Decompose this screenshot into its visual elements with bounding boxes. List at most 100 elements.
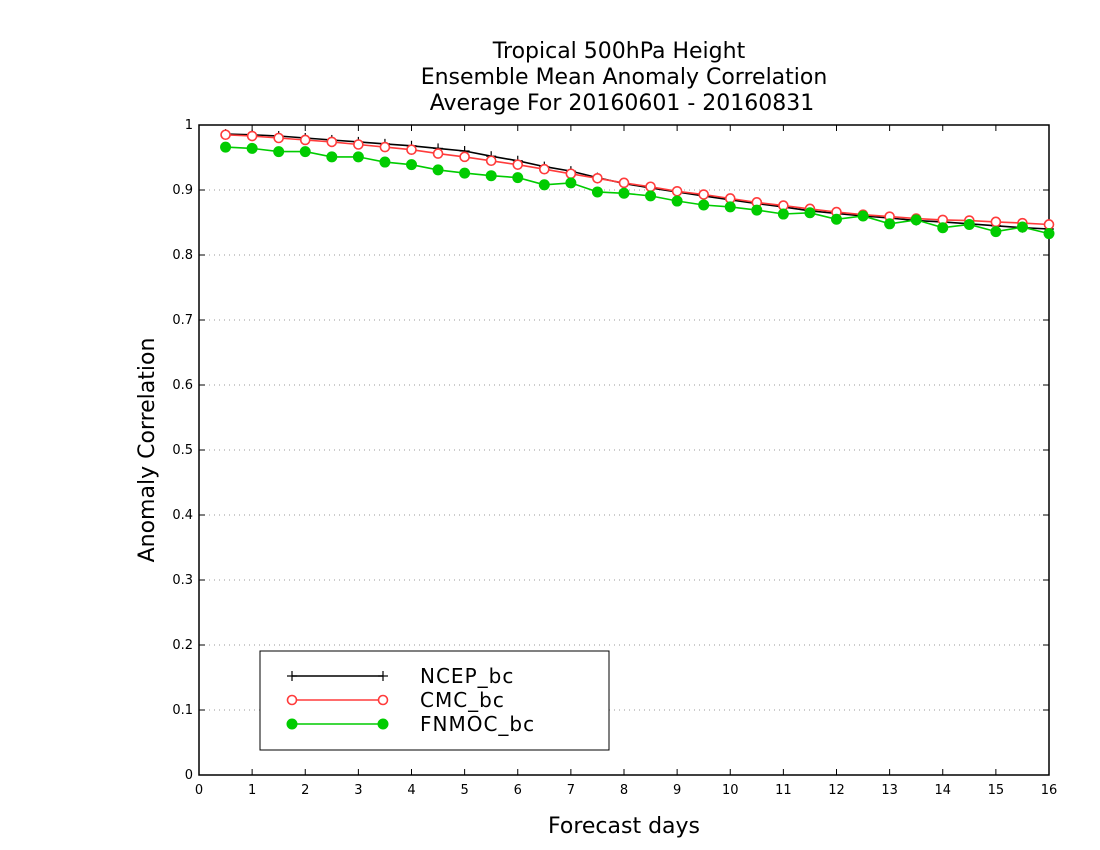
filled-circle-marker xyxy=(1043,228,1055,240)
y-tick-label: 0.2 xyxy=(172,638,193,653)
x-tick-label: 16 xyxy=(1041,783,1058,798)
x-tick-label: 12 xyxy=(828,783,845,798)
plus-marker xyxy=(378,671,388,681)
x-tick-label: 8 xyxy=(620,783,628,798)
open-circle-marker xyxy=(220,129,231,141)
filled-circle-marker xyxy=(246,142,258,154)
filled-circle-marker xyxy=(286,718,298,730)
x-tick-label: 0 xyxy=(195,783,203,798)
filled-circle-marker xyxy=(990,226,1002,238)
gridlines xyxy=(199,189,1049,711)
y-tick-label: 0.4 xyxy=(172,508,193,523)
y-tick-label: 0.9 xyxy=(172,183,193,198)
y-tick-label: 0.1 xyxy=(172,703,193,718)
axis-ticks: 00.10.20.30.40.50.60.70.80.910 1 2 3 4 5 6 7 8 9 1… xyxy=(172,118,1057,798)
open-circle-marker xyxy=(286,694,298,706)
x-tick-label: 15 xyxy=(988,783,1005,798)
filled-circle-marker xyxy=(538,179,550,191)
title-line-1: Tropical 500hPa Height xyxy=(492,39,746,64)
open-circle-marker xyxy=(565,168,577,180)
filled-circle-marker xyxy=(910,214,922,226)
x-tick-label: 5 xyxy=(460,783,468,798)
filled-circle-marker xyxy=(751,204,763,216)
open-circle-marker xyxy=(671,186,683,197)
x-tick-label: 2 xyxy=(301,783,309,798)
filled-circle-marker xyxy=(804,207,816,219)
filled-circle-marker xyxy=(459,167,471,179)
open-circle-marker xyxy=(432,148,444,159)
y-tick-label: 0 xyxy=(185,768,193,783)
filled-circle-marker xyxy=(884,218,896,230)
open-circle-marker xyxy=(618,177,630,189)
x-tick-label: 13 xyxy=(881,783,898,798)
open-circle-marker xyxy=(645,181,656,193)
filled-circle-marker xyxy=(273,146,285,158)
y-tick-label: 1 xyxy=(185,118,193,133)
y-tick-label: 0.3 xyxy=(172,573,193,588)
open-circle-marker xyxy=(377,694,389,706)
filled-circle-marker xyxy=(591,186,603,198)
filled-circle-marker xyxy=(379,156,391,168)
filled-circle-marker xyxy=(485,170,497,182)
filled-circle-marker xyxy=(831,213,842,225)
x-tick-label: 1 xyxy=(248,783,256,798)
open-circle-marker xyxy=(485,155,497,167)
open-circle-marker xyxy=(698,189,709,200)
open-circle-marker xyxy=(326,136,338,148)
x-tick-label: 3 xyxy=(354,783,362,798)
y-axis-label: Anomaly Correlation xyxy=(135,338,160,563)
legend-label: NCEP_bc xyxy=(420,664,514,688)
open-circle-marker xyxy=(459,151,470,163)
open-circle-marker xyxy=(512,159,524,170)
open-circle-marker xyxy=(990,216,1002,228)
title-line-2: Ensemble Mean Anomaly Correlation xyxy=(421,65,828,90)
y-tick-label: 0.5 xyxy=(172,443,193,458)
x-tick-label: 11 xyxy=(775,783,792,798)
filled-circle-marker xyxy=(724,201,736,213)
series-line xyxy=(225,133,1050,230)
legend-label: CMC_bc xyxy=(420,688,505,712)
filled-circle-marker xyxy=(963,218,975,230)
filled-circle-marker xyxy=(857,210,869,222)
x-tick-label: 7 xyxy=(567,783,575,798)
x-tick-label: 4 xyxy=(407,783,415,798)
y-tick-label: 0.8 xyxy=(172,248,193,263)
legend-entry-fnmoc-bc: FNMOC_bc xyxy=(286,712,535,736)
legend-entry-cmc-bc: CMC_bc xyxy=(286,688,505,712)
filled-circle-marker xyxy=(937,222,949,234)
y-tick-label: 0.6 xyxy=(172,378,193,393)
open-circle-marker xyxy=(1043,219,1055,230)
y-tick-label: 0.7 xyxy=(172,313,193,328)
x-tick-label: 9 xyxy=(673,783,681,798)
legend-label: FNMOC_bc xyxy=(420,712,535,736)
filled-circle-marker xyxy=(299,146,311,158)
filled-circle-marker xyxy=(698,199,710,211)
filled-circle-marker xyxy=(1016,221,1028,233)
filled-circle-marker xyxy=(777,208,789,220)
open-circle-marker xyxy=(353,139,364,150)
filled-circle-marker xyxy=(645,190,657,202)
open-circle-marker xyxy=(406,144,417,155)
x-tick-label: 6 xyxy=(514,783,522,798)
filled-circle-marker xyxy=(352,151,364,163)
open-circle-marker xyxy=(273,132,284,144)
x-axis-label: Forecast days xyxy=(548,814,700,839)
series-fnmoc-bc xyxy=(220,141,1055,240)
plus-marker xyxy=(287,671,297,681)
filled-circle-marker xyxy=(565,177,577,189)
filled-circle-marker xyxy=(512,172,524,184)
open-circle-marker xyxy=(539,163,550,175)
filled-circle-marker xyxy=(671,195,683,207)
open-circle-marker xyxy=(592,173,603,184)
series-ncep-bc xyxy=(220,129,1054,234)
open-circle-marker xyxy=(299,134,311,146)
filled-circle-marker xyxy=(432,164,444,176)
filled-circle-marker xyxy=(220,141,232,153)
open-circle-marker xyxy=(379,141,391,153)
data-series xyxy=(220,129,1055,240)
title-line-3: Average For 20160601 - 20160831 xyxy=(430,91,815,116)
legend-entry-ncep-bc: NCEP_bc xyxy=(287,664,514,688)
filled-circle-marker xyxy=(326,151,338,163)
